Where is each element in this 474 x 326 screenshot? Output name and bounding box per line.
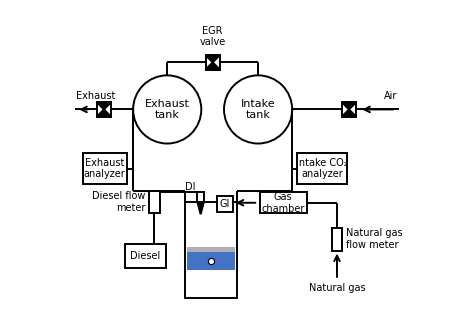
Text: Diesel: Diesel <box>130 251 160 261</box>
Text: Diesel flow
meter: Diesel flow meter <box>92 191 146 213</box>
Text: DI: DI <box>185 182 196 192</box>
Bar <box>187 252 236 270</box>
Bar <box>332 228 342 251</box>
Bar <box>125 244 165 269</box>
Text: GI: GI <box>220 199 230 209</box>
Polygon shape <box>97 110 111 117</box>
Text: Air: Air <box>384 91 398 101</box>
Polygon shape <box>342 110 356 117</box>
Bar <box>149 191 160 213</box>
Bar <box>206 55 220 69</box>
Bar <box>217 196 233 212</box>
Text: Natural gas: Natural gas <box>309 283 365 293</box>
Text: Intake CO₂
analyzer: Intake CO₂ analyzer <box>296 158 348 180</box>
Bar <box>83 153 127 184</box>
Polygon shape <box>197 202 204 214</box>
Bar <box>185 202 237 298</box>
Text: Exhaust
tank: Exhaust tank <box>145 99 190 120</box>
Text: Gas
chamber: Gas chamber <box>262 192 305 214</box>
Text: Natural gas
flow meter: Natural gas flow meter <box>346 229 402 250</box>
Bar <box>260 192 307 213</box>
Ellipse shape <box>133 75 201 143</box>
Polygon shape <box>206 55 220 62</box>
Bar <box>342 102 356 117</box>
Bar <box>187 247 236 254</box>
Polygon shape <box>97 102 111 110</box>
Bar <box>97 102 111 117</box>
Bar <box>297 153 347 184</box>
Text: EGR
valve: EGR valve <box>200 25 226 47</box>
Text: Exhaust: Exhaust <box>76 91 116 101</box>
Bar <box>197 192 204 202</box>
Polygon shape <box>206 62 220 69</box>
Ellipse shape <box>224 75 292 143</box>
Polygon shape <box>342 102 356 110</box>
Text: Exhaust
analyzer: Exhaust analyzer <box>84 158 126 180</box>
Text: Intake
tank: Intake tank <box>241 99 275 120</box>
